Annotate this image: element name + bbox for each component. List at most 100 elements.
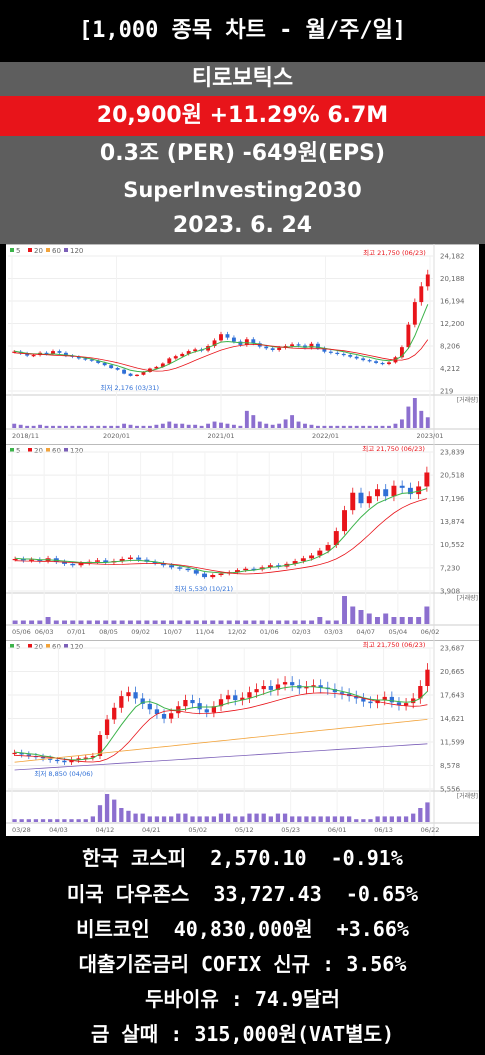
volume-bar <box>387 425 391 428</box>
candle-body <box>406 324 411 348</box>
x-tick-label: 06/03 <box>35 628 54 636</box>
volume-bar <box>190 816 195 822</box>
candle-body <box>177 567 183 569</box>
candle-body <box>333 531 339 546</box>
candle-body <box>128 373 133 376</box>
volume-bar <box>177 620 183 624</box>
volume-bar <box>425 417 430 428</box>
volume-bar <box>233 816 238 822</box>
candle-body <box>104 719 110 735</box>
volume-bar <box>31 425 36 428</box>
volume-bar <box>12 423 17 428</box>
candle-body <box>62 561 67 564</box>
legend-swatch <box>28 448 32 452</box>
volume-bar <box>44 425 49 428</box>
legend-swatch <box>28 644 32 648</box>
volume-bar <box>119 620 125 624</box>
volume-bar <box>160 423 165 428</box>
price-banner: 20,900원 +11.29% 6.7M <box>0 96 485 136</box>
candle-body <box>243 568 249 571</box>
volume-bar <box>128 424 133 428</box>
candle-body <box>268 686 273 690</box>
candle-body <box>83 757 88 759</box>
volume-bar <box>235 620 240 624</box>
candle-body <box>374 361 379 363</box>
volume-bar <box>251 620 257 624</box>
volume-bar <box>354 425 359 428</box>
volume-bar <box>366 613 372 624</box>
x-tick-label: 2020/01 <box>103 432 130 440</box>
volume-bar <box>247 813 252 822</box>
candle-body <box>424 472 430 487</box>
ma20-line <box>14 339 429 372</box>
candle-body <box>140 698 145 704</box>
y-tick-label: 13,874 <box>440 518 465 526</box>
volume-bar <box>304 816 309 822</box>
volume-bar <box>90 816 95 822</box>
candle-body <box>233 695 238 701</box>
volume-bar <box>257 421 262 428</box>
valuation-line: 0.3조 (PER) -649원(EPS) <box>0 136 485 172</box>
candle-body <box>152 561 158 564</box>
y-tick-label: 14,621 <box>440 715 465 723</box>
candle-body <box>180 353 185 357</box>
candle-body <box>339 692 345 694</box>
candle-body <box>44 352 49 354</box>
volume-bar <box>277 423 282 428</box>
volume-bar <box>318 816 323 822</box>
volume-bar <box>225 813 231 822</box>
x-tick-label: 2023/01 <box>416 432 443 440</box>
x-tick-label: 05/23 <box>281 826 300 834</box>
candle-body <box>169 713 174 719</box>
volume-bar <box>193 424 198 428</box>
volume-bar <box>144 620 150 624</box>
candle-body <box>19 752 24 755</box>
x-tick-label: 06/02 <box>421 628 440 636</box>
volume-bar <box>383 613 389 624</box>
volume-bar <box>173 423 178 428</box>
candle-body <box>367 360 372 362</box>
candle-body <box>412 302 417 325</box>
dubai-line: 두바이유 : 74.9달러 <box>145 987 340 1011</box>
candle-body <box>411 698 416 704</box>
volume-bar <box>51 425 55 428</box>
y-tick-label: 20,188 <box>440 275 465 283</box>
volume-bar <box>399 617 405 624</box>
x-tick-label: 05/06 <box>12 628 31 636</box>
candle-body <box>335 352 340 354</box>
volume-bar <box>292 620 298 624</box>
volume-bar <box>342 596 347 624</box>
candle-body <box>311 685 316 687</box>
volume-bar <box>406 406 411 428</box>
volume-bar <box>204 816 209 822</box>
volume-bar <box>375 816 380 822</box>
max-label: 최고 21,750 (06/23) <box>363 640 426 649</box>
volume-bar <box>238 425 243 428</box>
candle-body <box>309 555 315 559</box>
volume-bar <box>218 620 224 624</box>
candle-body <box>300 558 306 562</box>
candle-body <box>206 346 211 351</box>
volume-bar <box>154 816 160 822</box>
candle-body <box>109 365 114 369</box>
candle-body <box>389 696 394 703</box>
volume-bar <box>325 816 330 822</box>
candle-body <box>366 496 372 504</box>
x-tick-label: 03/03 <box>324 628 343 636</box>
candle-body <box>48 758 53 760</box>
candle-body <box>26 754 31 756</box>
candle-body <box>197 703 202 710</box>
volume-bar <box>270 424 275 428</box>
candle-body <box>51 351 55 354</box>
volume-bar <box>185 620 191 624</box>
candle-body <box>225 334 230 338</box>
legend-swatch <box>46 248 50 252</box>
volume-bar <box>396 816 402 822</box>
candle-body <box>69 759 74 763</box>
candle-body <box>119 558 125 562</box>
max-label: 최고 21,750 (06/23) <box>362 444 425 453</box>
volume-bar <box>26 819 31 822</box>
y-tick-label: 17,196 <box>440 495 465 503</box>
volume-bar <box>300 620 306 624</box>
volume-bar <box>391 617 397 624</box>
